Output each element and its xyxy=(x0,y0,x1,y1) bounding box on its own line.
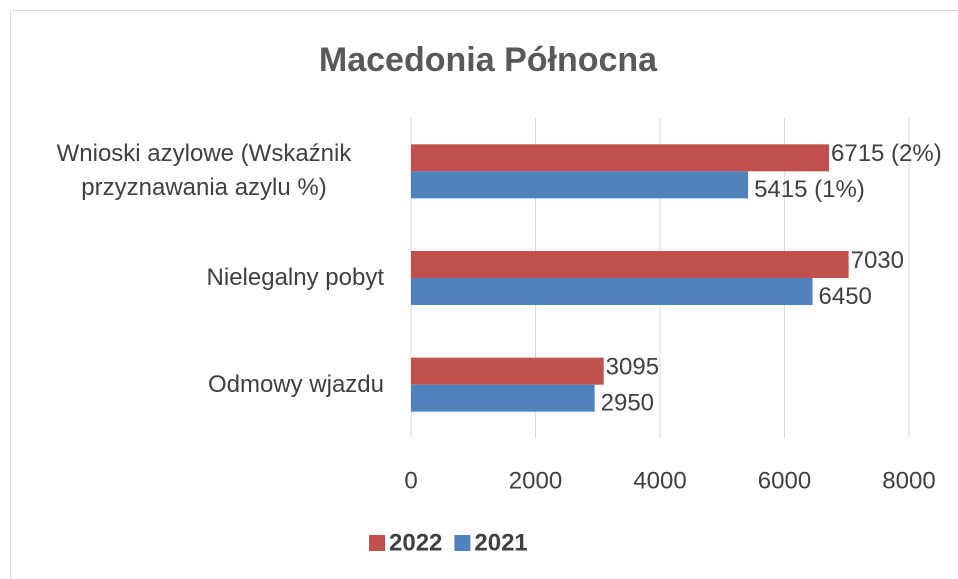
x-tick-label: 6000 xyxy=(758,467,811,494)
y-tick-label-box: Nielegalny pobyt xyxy=(4,261,384,295)
y-tick-label-box: Odmowy wjazdu xyxy=(4,368,384,402)
legend-label: 2022 xyxy=(389,529,442,556)
legend-label: 2021 xyxy=(474,529,527,556)
bar xyxy=(411,357,604,385)
bar xyxy=(411,144,830,172)
value-label: 5415 (1%) xyxy=(754,176,865,203)
value-label: 6715 (2%) xyxy=(831,140,942,167)
bar xyxy=(411,251,849,278)
bar xyxy=(411,171,749,199)
legend-swatch xyxy=(369,535,385,551)
value-label: 3095 xyxy=(606,354,659,381)
chart-border xyxy=(10,10,958,579)
y-tick-label: Wnioski azylowe (Wskaźnik przyznawania a… xyxy=(56,140,352,202)
y-tick-label: Odmowy wjazdu xyxy=(207,370,384,398)
x-tick-label: 4000 xyxy=(633,467,686,494)
value-label: 6450 xyxy=(819,283,872,310)
y-tick-label-box: Wnioski azylowe (Wskaźnik przyznawania a… xyxy=(4,137,384,205)
legend-swatch xyxy=(454,535,471,551)
x-tick-label: 2000 xyxy=(509,467,562,494)
value-label: 7030 xyxy=(851,247,904,274)
chart-title: Macedonia Północna xyxy=(319,41,658,79)
y-tick-label: Nielegalny pobyt xyxy=(206,264,384,291)
bar xyxy=(411,384,595,412)
value-label: 2950 xyxy=(601,390,654,417)
x-tick-label: 8000 xyxy=(882,467,935,494)
bar xyxy=(411,278,813,305)
x-tick-label: 0 xyxy=(404,467,417,494)
